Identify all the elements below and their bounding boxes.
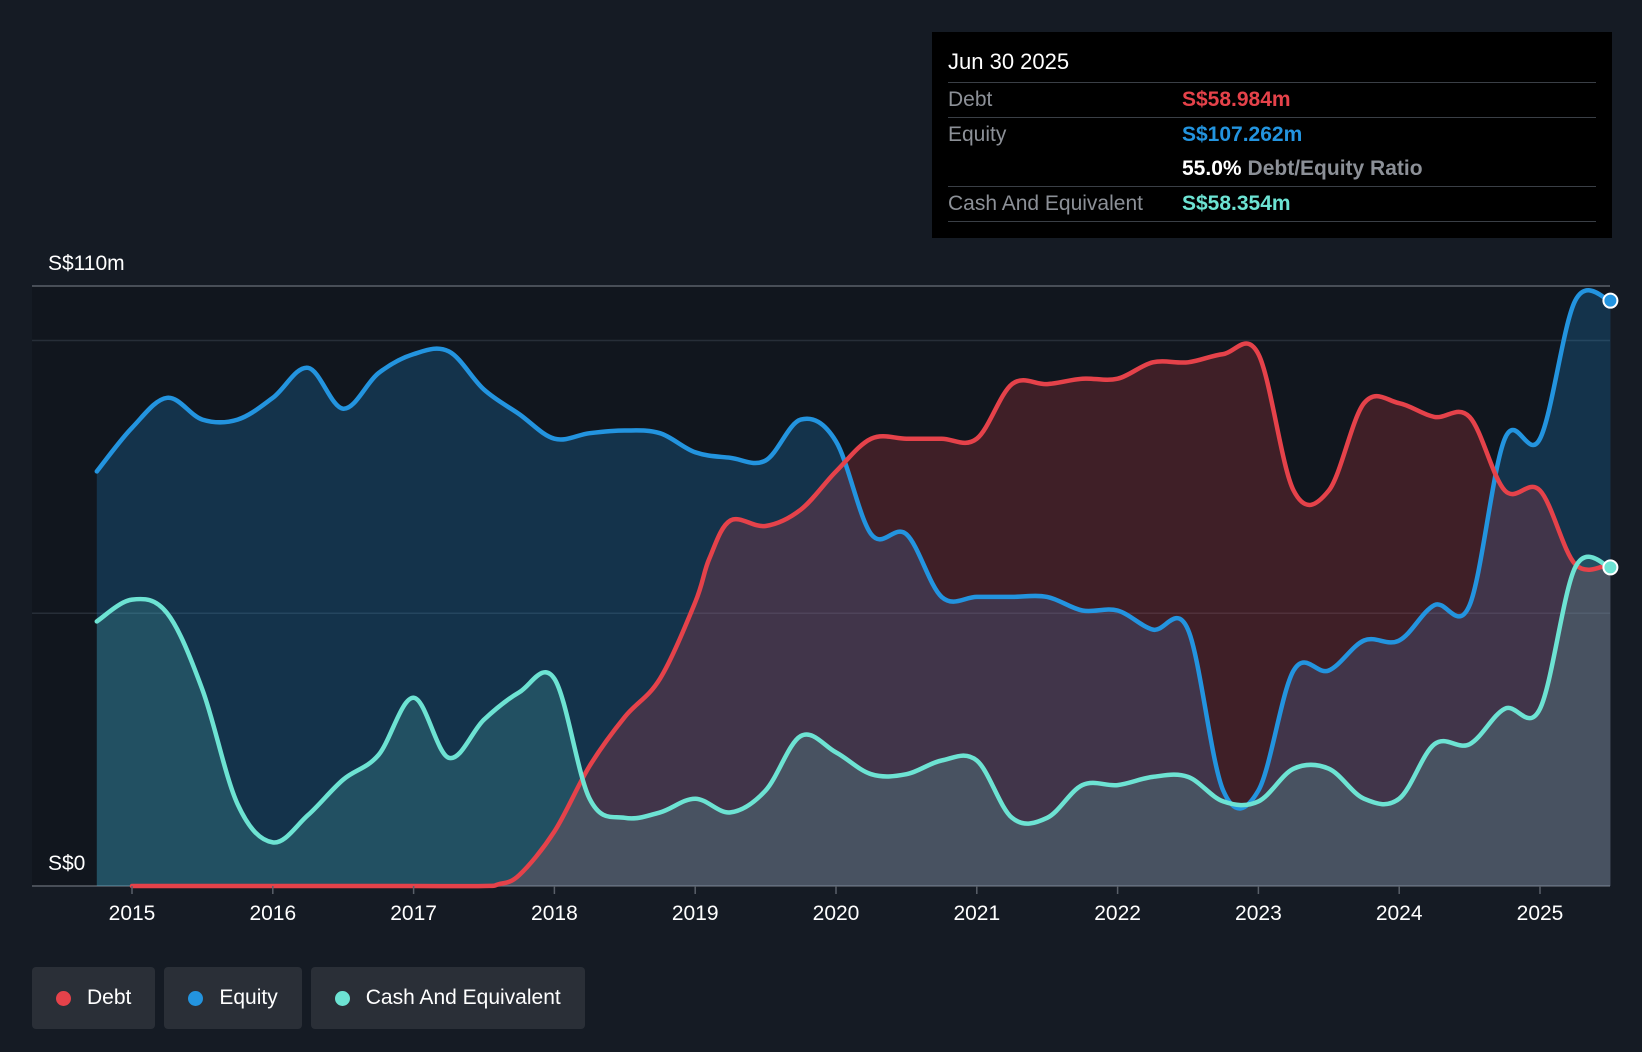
cash-dot-icon <box>334 990 350 1006</box>
tooltip-date: Jun 30 2025 <box>948 49 1070 74</box>
legend-item-cash[interactable]: Cash And Equivalent <box>310 967 585 1029</box>
equity-end-marker <box>1602 292 1619 309</box>
legend-cash-label: Cash And Equivalent <box>365 986 561 1009</box>
tooltip-row-debt: Debt S$58.984m <box>948 82 1596 117</box>
equity-dot-icon <box>188 990 204 1006</box>
x-tick-label: 2020 <box>813 902 860 925</box>
legend-equity-label: Equity <box>219 986 278 1009</box>
legend: Debt Equity Cash And Equivalent <box>32 967 594 1029</box>
tooltip-equity-value: S$107.262m <box>1182 123 1303 146</box>
tooltip-row-equity: Equity S$107.262m <box>948 117 1596 152</box>
tooltip-debt-value: S$58.984m <box>1182 88 1291 111</box>
y-axis-bottom-label: S$0 <box>48 852 85 875</box>
legend-item-debt[interactable]: Debt <box>32 967 156 1029</box>
x-tick-label: 2021 <box>953 902 1000 925</box>
x-tick-label: 2025 <box>1517 902 1564 925</box>
tooltip-ratio-label: Debt/Equity Ratio <box>1247 157 1423 180</box>
tooltip-cash-label: Cash And Equivalent <box>948 192 1143 215</box>
debt-line <box>129 341 1613 889</box>
cash-end-marker <box>1602 559 1619 576</box>
cash-line <box>94 554 1613 845</box>
legend-item-equity[interactable]: Equity <box>164 967 302 1029</box>
x-tick-label: 2016 <box>249 902 296 925</box>
x-tick-label: 2017 <box>390 902 437 925</box>
debt-dot-icon <box>56 990 71 1006</box>
equity-line <box>94 288 1613 811</box>
x-tick-label: 2024 <box>1376 902 1423 925</box>
equity-area <box>96 290 1611 886</box>
tooltip-equity-label: Equity <box>948 123 1007 146</box>
x-tick-label: 2022 <box>1094 902 1141 925</box>
tooltip-panel: Jun 30 2025 Debt S$58.984m Equity S$107.… <box>932 32 1612 238</box>
x-tick-label: 2019 <box>672 902 719 925</box>
x-tick-label: 2023 <box>1235 902 1282 925</box>
debt-area <box>132 343 1611 887</box>
tooltip-row-ratio: 55.0% Debt/Equity Ratio <box>948 152 1596 186</box>
x-tick-label: 2015 <box>109 902 156 925</box>
x-tick-label: 2018 <box>531 902 578 925</box>
tooltip-ratio-value: 55.0% <box>1182 157 1242 180</box>
tooltip-cash-value: S$58.354m <box>1182 192 1291 215</box>
tooltip-debt-label: Debt <box>948 88 993 111</box>
tooltip-row-cash: Cash And Equivalent S$58.354m <box>948 186 1596 222</box>
cash-area <box>96 556 1611 886</box>
legend-debt-label: Debt <box>87 986 132 1009</box>
y-axis-top-label: S$110m <box>48 252 125 275</box>
